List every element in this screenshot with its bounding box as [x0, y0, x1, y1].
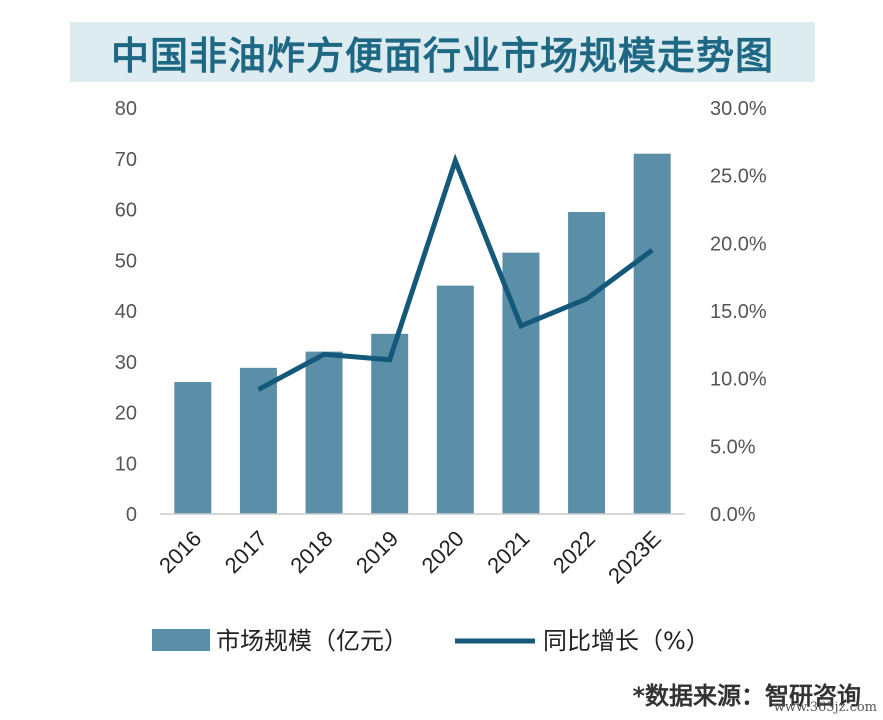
- y-left-tick-label: 60: [115, 200, 137, 222]
- legend-bar-swatch: [152, 629, 210, 651]
- x-tick-label: 2023E: [603, 526, 666, 589]
- bar: [371, 333, 409, 514]
- x-tick-label: 2022: [548, 526, 600, 578]
- bar: [239, 367, 277, 514]
- source-note: *数据来源：智研咨询: [632, 682, 861, 710]
- y-left-tick-label: 40: [115, 301, 137, 323]
- y-right-tick-label: 5.0%: [710, 436, 756, 458]
- y-right-tick-label: 15.0%: [710, 301, 767, 323]
- x-tick-label: 2020: [417, 526, 469, 578]
- x-tick-label: 2021: [482, 526, 534, 578]
- x-tick-label: 2017: [220, 526, 272, 578]
- x-tick-label: 2016: [154, 526, 206, 578]
- y-right-tick-label: 25.0%: [710, 166, 767, 188]
- chart-title: 中国非油炸方便面行业市场规模走势图: [110, 33, 774, 78]
- y-left-tick-label: 80: [115, 98, 137, 120]
- x-tick-label: 2019: [351, 526, 403, 578]
- y-right-tick-label: 20.0%: [710, 233, 767, 255]
- y-right-tick-label: 30.0%: [710, 98, 767, 120]
- y-left-tick-label: 50: [115, 250, 137, 272]
- y-left-tick-label: 0: [126, 504, 137, 526]
- watermark: www.365jz.com: [773, 700, 877, 715]
- bar: [436, 285, 474, 514]
- title-band: 中国非油炸方便面行业市场规模走势图: [70, 22, 815, 82]
- y-right-tick-label: 0.0%: [710, 504, 756, 526]
- bar: [174, 382, 212, 514]
- y-right-tick-label: 10.0%: [710, 369, 767, 391]
- y-left-tick-label: 10: [115, 453, 137, 475]
- legend-line-label: 同比增长（%）: [543, 627, 710, 655]
- y-left-tick-label: 70: [115, 149, 137, 171]
- bar: [633, 153, 671, 515]
- bar: [568, 212, 606, 514]
- y-left-tick-label: 30: [115, 352, 137, 374]
- legend-bar-label: 市场规模（亿元）: [216, 627, 408, 655]
- x-tick-label: 2018: [285, 526, 337, 578]
- y-left-tick-label: 20: [115, 403, 137, 425]
- bar: [305, 351, 343, 514]
